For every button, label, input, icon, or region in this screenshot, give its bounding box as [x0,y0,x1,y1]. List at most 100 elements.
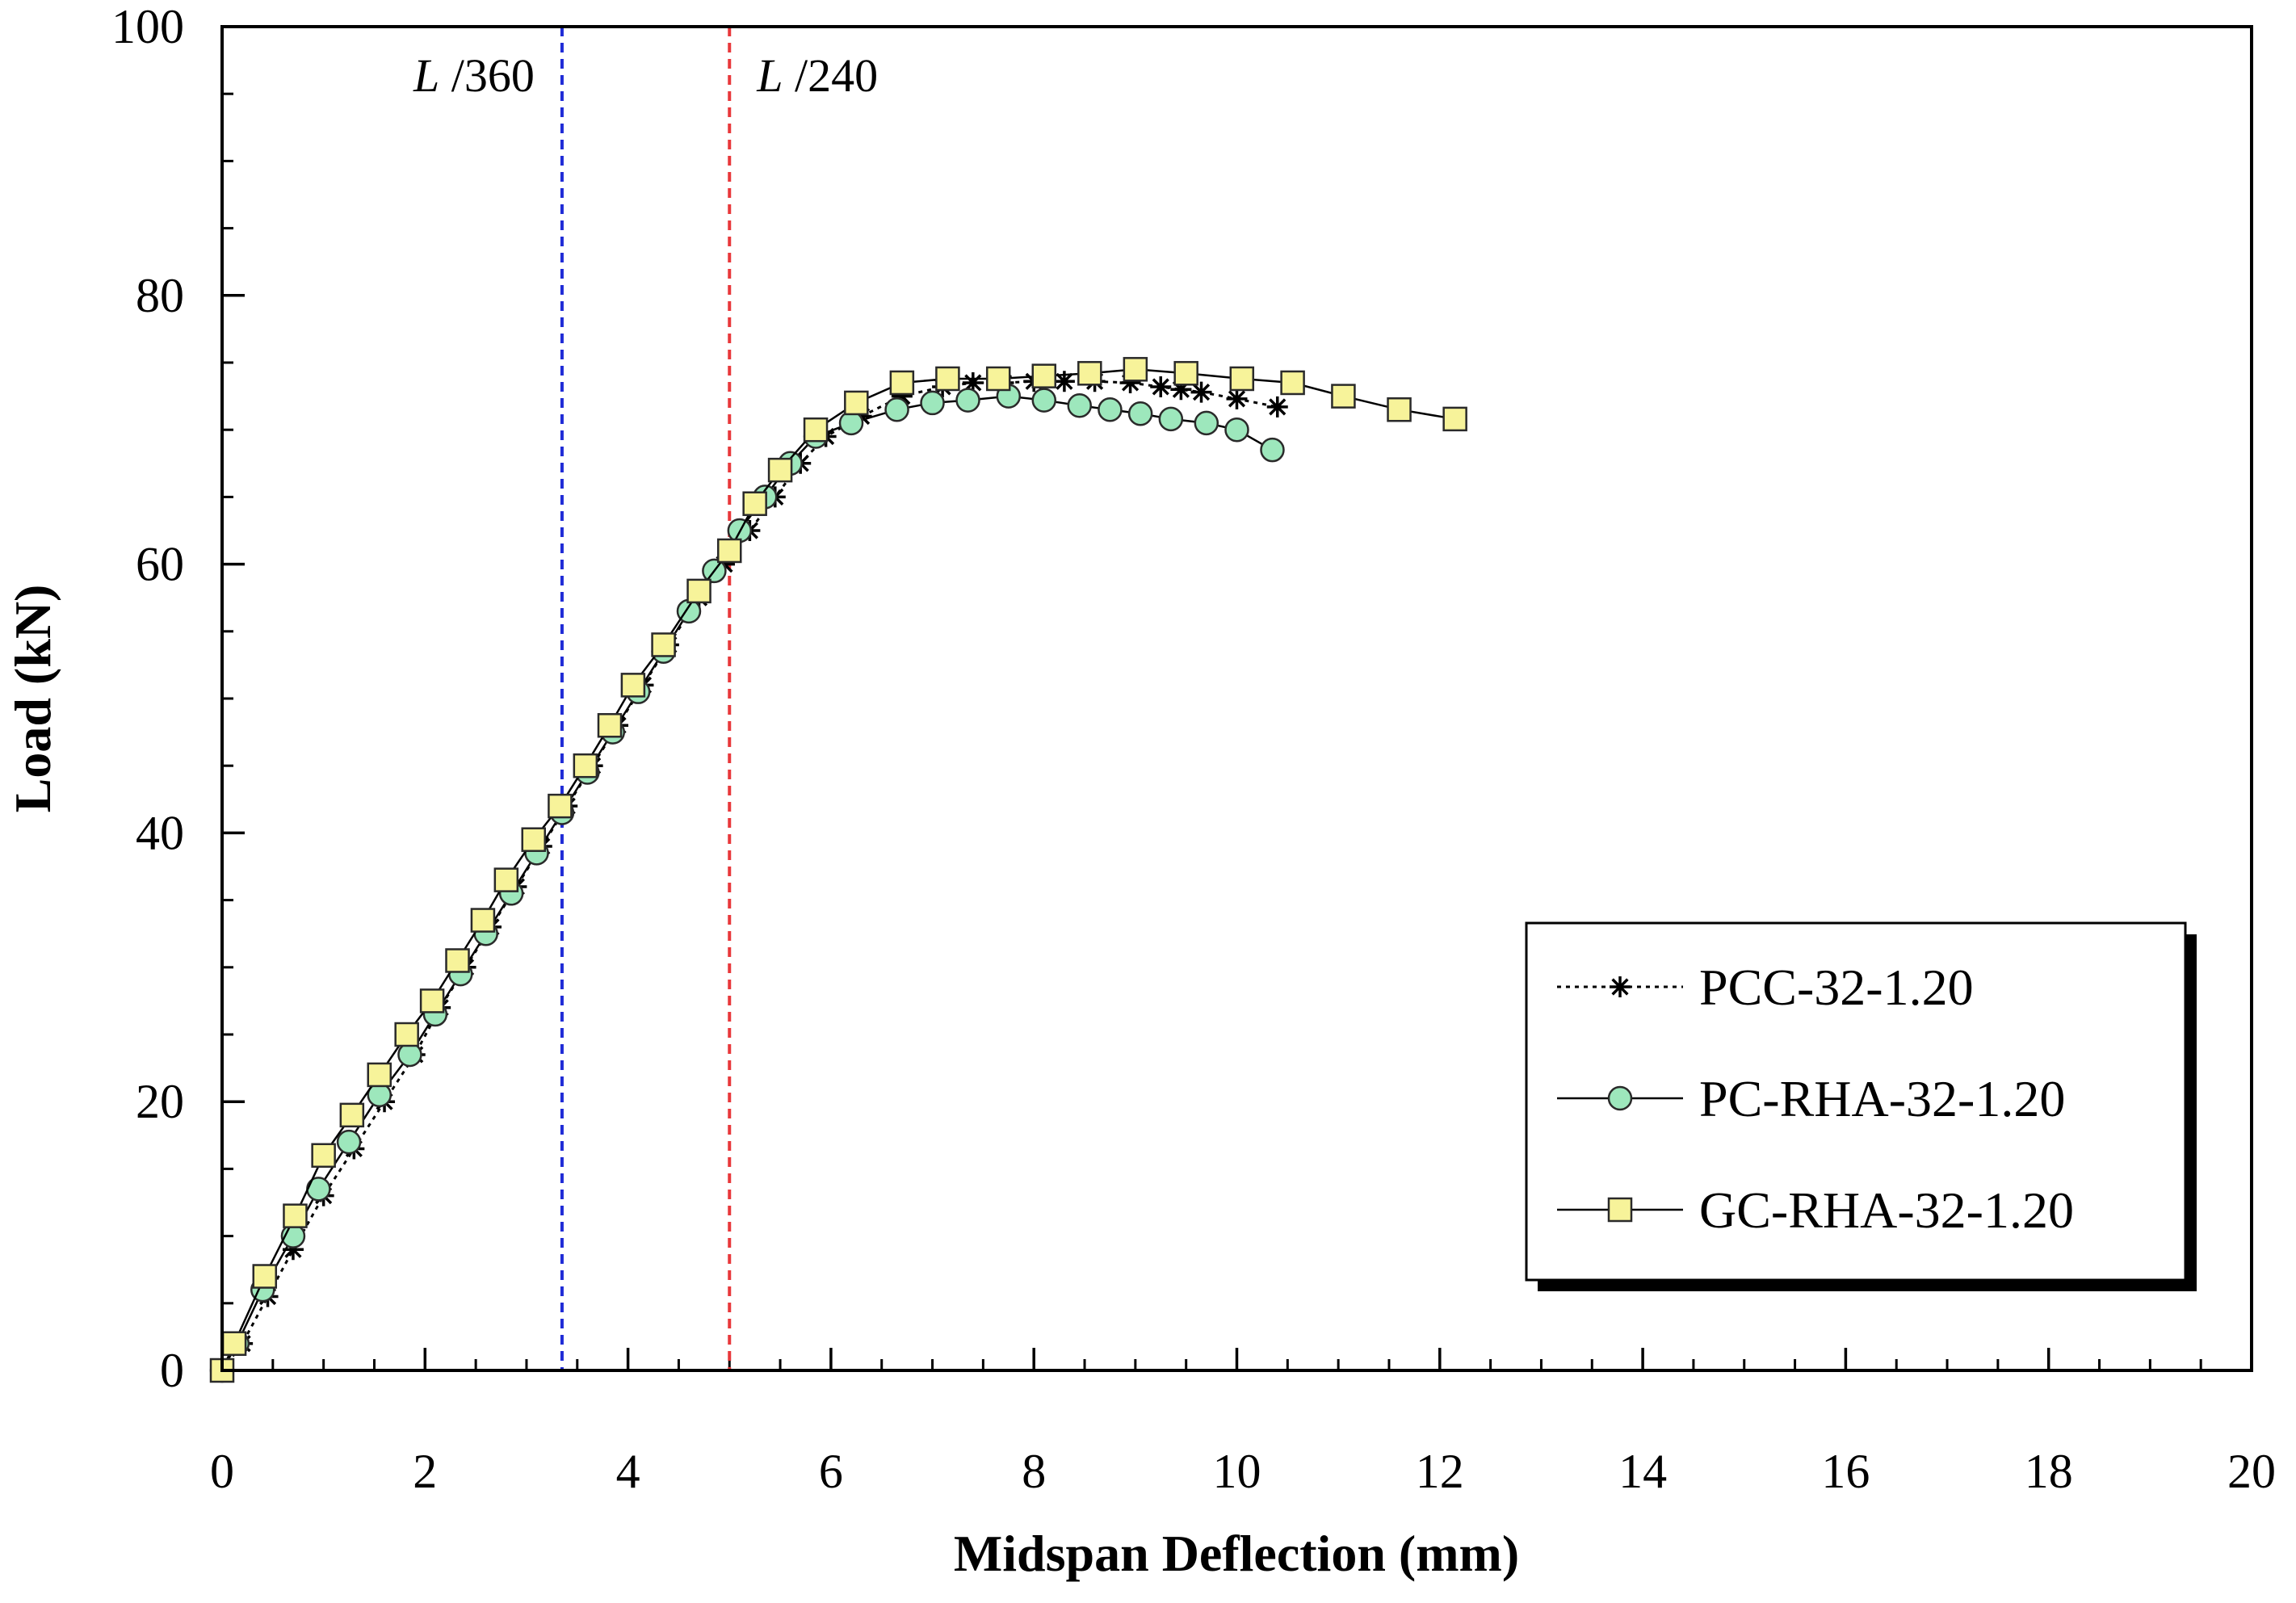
data-point [620,673,646,698]
data-point [1224,417,1249,443]
series-line [220,368,1455,1371]
data-point [1170,379,1192,401]
y-axis-title: Load (kN) [4,585,61,813]
x-tick-labels: 0 2 4 6 8 10 12 14 16 18 20 [210,1445,2276,1498]
data-point [336,1129,362,1155]
data-point [394,1022,419,1047]
x-tick-label: 18 [2025,1445,2073,1498]
data-point [742,491,767,516]
data-point [1331,384,1356,409]
data-point [521,827,546,852]
data-point [1119,371,1141,393]
data-point [221,1331,247,1356]
data-point [891,385,913,407]
x-tick-label: 0 [210,1445,234,1498]
data-point [1226,388,1248,409]
data-point [1229,366,1255,392]
data-point [252,1264,278,1289]
data-point [1280,370,1305,396]
data-point [985,366,1011,392]
data-point [1053,371,1075,392]
y-tick-label: 80 [136,269,184,322]
data-point [1194,410,1219,436]
y-tick-label: 40 [136,806,184,859]
data-point [1158,406,1184,432]
data-point [651,632,676,657]
reference-lines: L /360 L /240 [413,27,878,1370]
data-point [889,370,915,396]
data-point [955,388,980,413]
data-point [445,948,470,973]
data-point [573,753,598,778]
series-GC-RHA-32-1.20 [209,357,1467,1383]
legend-marker [1610,976,1631,997]
data-point [470,908,496,933]
data-point [1266,396,1288,418]
data-point [283,1203,308,1228]
x-axis-title: Midspan Deflection (mm) [954,1525,1519,1582]
legend-marker [1607,1085,1633,1111]
reference-label-letter: L [413,49,439,102]
data-point [1127,401,1153,426]
reference-label-ratio: /360 [439,49,535,102]
data-point [920,390,945,416]
y-tick-label: 0 [160,1344,184,1397]
y-tick-labels: 0 20 40 60 80 100 [111,0,184,1397]
data-point [1031,388,1057,413]
data-point [935,366,960,392]
x-tick-label: 6 [819,1445,843,1498]
data-point [548,793,573,819]
x-tick-label: 8 [1022,1445,1046,1498]
y-tick-label: 60 [136,538,184,591]
data-point [1260,437,1285,463]
x-tick-label: 10 [1213,1445,1261,1498]
data-point [717,538,742,564]
data-point [1150,376,1172,397]
minor-ticks [222,92,2202,1370]
reference-line-label: L /360 [413,49,535,102]
reference-line-label: L /240 [756,49,878,102]
reference-label-ratio: /240 [783,49,879,102]
series-PC-RHA-32-1.20 [209,384,1285,1383]
data-point [493,867,519,892]
legend: PCC-32-1.20 PC-RHA-32-1.20 GC-RHA-32-1.20 [1525,921,2197,1291]
series-line [220,395,1274,1371]
data-point [339,1102,365,1128]
data-point [1098,397,1123,422]
series-PCC-32-1.20 [212,371,1288,1381]
legend-marker [1607,1197,1633,1223]
x-tick-label: 20 [2227,1445,2276,1498]
data-series [209,357,1467,1383]
reference-label-letter: L [756,49,783,102]
data-point [1442,406,1467,432]
x-tick-label: 14 [1618,1445,1667,1498]
data-point [844,390,869,416]
data-point [686,578,711,604]
x-tick-label: 4 [616,1445,640,1498]
x-tick-label: 16 [1821,1445,1870,1498]
data-point [419,988,445,1013]
y-tick-label: 20 [136,1075,184,1128]
y-tick-label: 100 [111,0,184,53]
data-point [1173,361,1198,386]
data-point [1031,363,1057,388]
plot-frame [220,25,2253,1372]
data-point [962,371,984,393]
legend-label: GC-RHA-32-1.20 [1699,1181,2074,1239]
data-point [884,397,909,422]
data-point [1067,392,1092,418]
data-point [1077,361,1102,386]
legend-label: PC-RHA-32-1.20 [1699,1070,2065,1127]
data-point [311,1143,336,1169]
data-point [1123,357,1148,382]
data-point [767,457,793,483]
data-point [282,1239,304,1261]
data-point [803,417,829,443]
data-point [597,713,623,738]
data-point [1190,381,1212,403]
data-point [367,1062,392,1088]
x-tick-label: 2 [413,1445,437,1498]
data-point [1387,397,1412,422]
